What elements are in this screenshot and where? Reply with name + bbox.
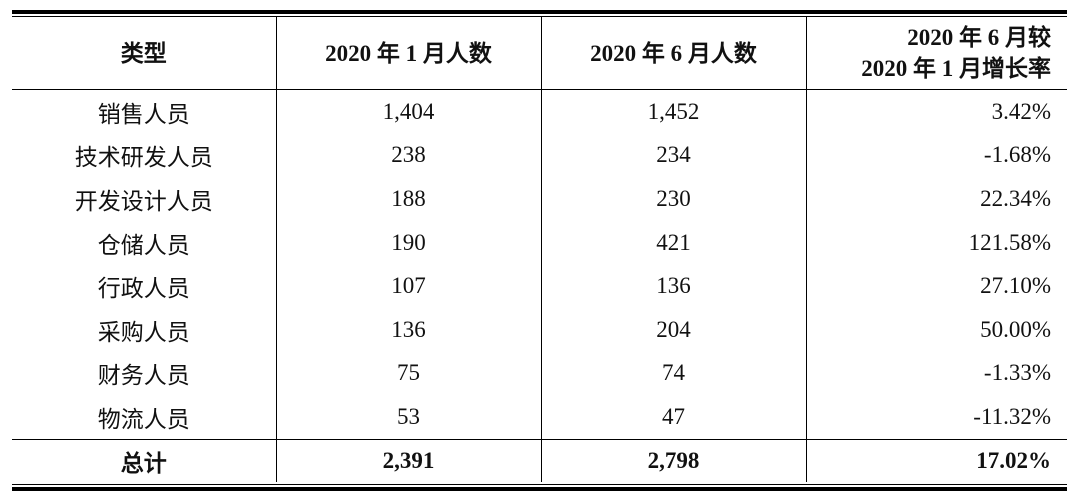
cell: 财务人员 bbox=[97, 363, 190, 389]
header-cell: 2020 年 6 月较 2020 年 1 月增长率 bbox=[805, 17, 1067, 90]
cell: 238 bbox=[275, 133, 541, 178]
top-rule bbox=[12, 10, 1067, 17]
bottom-rule bbox=[12, 483, 1067, 491]
cell: 421 bbox=[540, 220, 806, 265]
cell: 1,452 bbox=[540, 89, 806, 134]
cell: 50.00% bbox=[805, 307, 1067, 352]
data-row: 技术研发人员 238 234 -1.68% bbox=[12, 133, 1067, 178]
cell: 仓储人员 bbox=[97, 232, 190, 258]
cell: 136 bbox=[275, 307, 541, 352]
cell: 74 bbox=[540, 351, 806, 396]
cell: 136 bbox=[540, 264, 806, 308]
header-cell: 类型 bbox=[12, 17, 276, 90]
cell: 总计 bbox=[12, 438, 276, 482]
data-row: 采购人员 136 204 50.00% bbox=[12, 307, 1067, 352]
cell: 53 bbox=[275, 395, 541, 440]
cell: 190 bbox=[275, 220, 541, 265]
cell: 开发设计人员 bbox=[74, 188, 213, 214]
total-row: 总计 2,391 2,798 17.02% bbox=[12, 438, 1067, 482]
staff-table: 类型 2020 年 1 月人数 2020 年 6 月人数 2020 年 6 月较 202… bbox=[12, 17, 1067, 482]
cell: 采购人员 bbox=[97, 319, 190, 345]
cell: 188 bbox=[275, 177, 541, 221]
header-row: 类型 2020 年 1 月人数 2020 年 6 月人数 2020 年 6 月较 202… bbox=[12, 17, 1067, 90]
data-row: 行政人员 107 136 27.10% bbox=[12, 264, 1067, 308]
cell: 75 bbox=[275, 351, 541, 396]
data-row: 仓储人员 190 421 121.58% bbox=[12, 220, 1067, 265]
data-row: 销售人员 1,404 1,452 3.42% bbox=[12, 89, 1067, 134]
cell: 技术研发人员 bbox=[74, 145, 213, 171]
cell: 3.42% bbox=[805, 89, 1067, 134]
cell: 1,404 bbox=[275, 89, 541, 134]
cell: 47 bbox=[540, 395, 806, 440]
cell: 17.02% bbox=[805, 438, 1067, 482]
cell: 2,798 bbox=[540, 438, 806, 482]
cell: 27.10% bbox=[805, 264, 1067, 308]
cell: 22.34% bbox=[805, 177, 1067, 221]
header-cell: 2020 年 6 月人数 bbox=[540, 17, 806, 90]
table-container: 类型 2020 年 1 月人数 2020 年 6 月人数 2020 年 6 月较 202… bbox=[12, 10, 1067, 491]
cell: 107 bbox=[275, 264, 541, 308]
data-row: 财务人员 75 74 -1.33% bbox=[12, 351, 1067, 396]
cell: -1.68% bbox=[805, 133, 1067, 178]
cell: 234 bbox=[540, 133, 806, 178]
header-line: 2020 年 1 月增长率 bbox=[861, 56, 1051, 81]
cell: -1.33% bbox=[805, 351, 1067, 396]
cell: 204 bbox=[540, 307, 806, 352]
cell: 物流人员 bbox=[97, 406, 190, 432]
cell: 销售人员 bbox=[97, 101, 190, 127]
header-cell: 2020 年 1 月人数 bbox=[275, 17, 541, 90]
cell: 行政人员 bbox=[97, 276, 190, 302]
data-row: 物流人员 53 47 -11.32% bbox=[12, 395, 1067, 440]
cell: 230 bbox=[540, 177, 806, 221]
cell: -11.32% bbox=[805, 395, 1067, 440]
cell: 2,391 bbox=[275, 438, 541, 482]
data-row: 开发设计人员 188 230 22.34% bbox=[12, 177, 1067, 221]
cell: 121.58% bbox=[805, 220, 1067, 265]
header-line: 2020 年 6 月较 bbox=[907, 25, 1051, 50]
